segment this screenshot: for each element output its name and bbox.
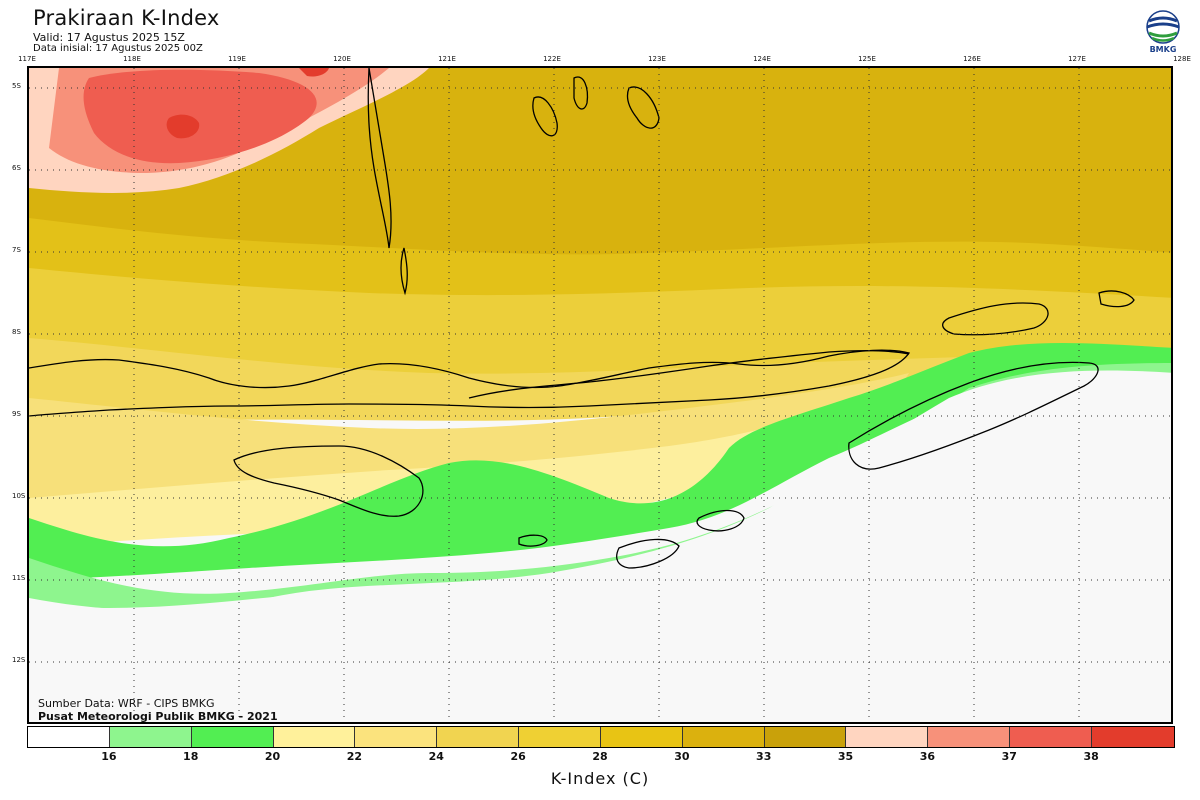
latitude-label: 8S <box>12 328 21 336</box>
field-37-38 <box>83 69 317 164</box>
coast-rote-savu <box>696 509 745 532</box>
colorbar-segment <box>355 727 438 747</box>
coast-sumbawa-lombok <box>29 349 911 417</box>
coast-wetar <box>942 302 1049 336</box>
latitude-label: 12S <box>12 656 26 664</box>
longitude-label: 128E <box>1173 55 1191 63</box>
colorbar-tick-label: 26 <box>510 750 526 763</box>
coastlines <box>29 68 1135 569</box>
colorbar-tick-label: 30 <box>674 750 690 763</box>
coast-buton <box>532 96 558 137</box>
longitude-label: 121E <box>438 55 456 63</box>
colorbar-segment <box>682 727 765 747</box>
latitude-label: 6S <box>12 164 21 172</box>
coast-savu-small <box>518 534 548 547</box>
colorbar-segment <box>191 727 274 747</box>
k-index-map <box>27 66 1173 724</box>
colorbar-title: K-Index (C) <box>550 769 650 788</box>
field-above-38 <box>166 114 200 139</box>
latitude-label: 9S <box>12 410 21 418</box>
colorbar-segment <box>846 727 929 747</box>
colorbar-tick-label: 22 <box>346 750 363 763</box>
bmkg-logo-icon <box>1146 10 1180 44</box>
latitude-label: 10S <box>12 492 26 500</box>
coast-sumba <box>233 445 424 517</box>
colorbar-segment <box>273 727 356 747</box>
colorbar-tick-label: 37 <box>1001 750 1017 763</box>
colorbar-tick-label: 24 <box>428 750 444 763</box>
longitude-label: 117E <box>18 55 36 63</box>
data-source-credit: Sumber Data: WRF - CIPS BMKG <box>38 697 215 710</box>
colorbar-tick-label: 20 <box>264 750 281 763</box>
longitude-label: 127E <box>1068 55 1086 63</box>
coast-selayar <box>400 247 408 296</box>
latitude-label: 11S <box>12 574 26 582</box>
colorbar-segment <box>28 727 110 747</box>
longitude-label: 122E <box>543 55 561 63</box>
colorbar-segment <box>437 727 520 747</box>
longitude-label: 123E <box>648 55 666 63</box>
colorbar-segment <box>109 727 192 747</box>
colorbar-segment <box>1010 727 1092 747</box>
field-below-16 <box>29 370 1171 722</box>
latitude-label: 7S <box>12 246 21 254</box>
colorbar <box>27 726 1175 748</box>
coast-alor <box>1098 290 1135 308</box>
longitude-label: 119E <box>228 55 246 63</box>
graticule <box>29 68 1171 722</box>
initial-data-time: Data inisial: 17 Agustus 2025 00Z <box>33 43 203 54</box>
coast-muna <box>573 76 589 110</box>
longitude-label: 124E <box>753 55 771 63</box>
page-title: Prakiraan K-Index <box>33 6 220 30</box>
colorbar-tick-label: 38 <box>1083 750 1099 763</box>
longitude-label: 126E <box>963 55 981 63</box>
publisher-credit: Pusat Meteorologi Publik BMKG - 2021 <box>38 710 278 723</box>
longitude-label: 120E <box>333 55 351 63</box>
map-canvas <box>29 68 1171 722</box>
bmkg-logo-text: BMKG <box>1149 45 1177 54</box>
longitude-label: 118E <box>123 55 141 63</box>
latitude-label: 5S <box>12 82 21 90</box>
colorbar-tick-label: 35 <box>837 750 854 763</box>
longitude-label: 125E <box>858 55 876 63</box>
valid-time: Valid: 17 Agustus 2025 15Z <box>33 31 185 44</box>
colorbar-tick-label: 18 <box>183 750 199 763</box>
colorbar-tick-label: 33 <box>756 750 772 763</box>
field-above-38-north <box>299 68 329 77</box>
coast-rote-2 <box>616 538 680 569</box>
coast-timor <box>848 361 1099 470</box>
colorbar-tick-label: 28 <box>592 750 608 763</box>
colorbar-segment <box>600 727 683 747</box>
field-18-20 <box>29 343 1171 580</box>
colorbar-tick-label: 36 <box>919 750 936 763</box>
coast-flores <box>468 350 910 399</box>
coast-tukangbesi <box>626 86 660 129</box>
colorbar-segment <box>928 727 1011 747</box>
colorbar-segment <box>764 727 847 747</box>
colorbar-segment <box>519 727 601 747</box>
colorbar-segment <box>1091 727 1174 747</box>
colorbar-tick-label: 16 <box>101 750 117 763</box>
coast-sulawesi-south <box>367 68 392 249</box>
